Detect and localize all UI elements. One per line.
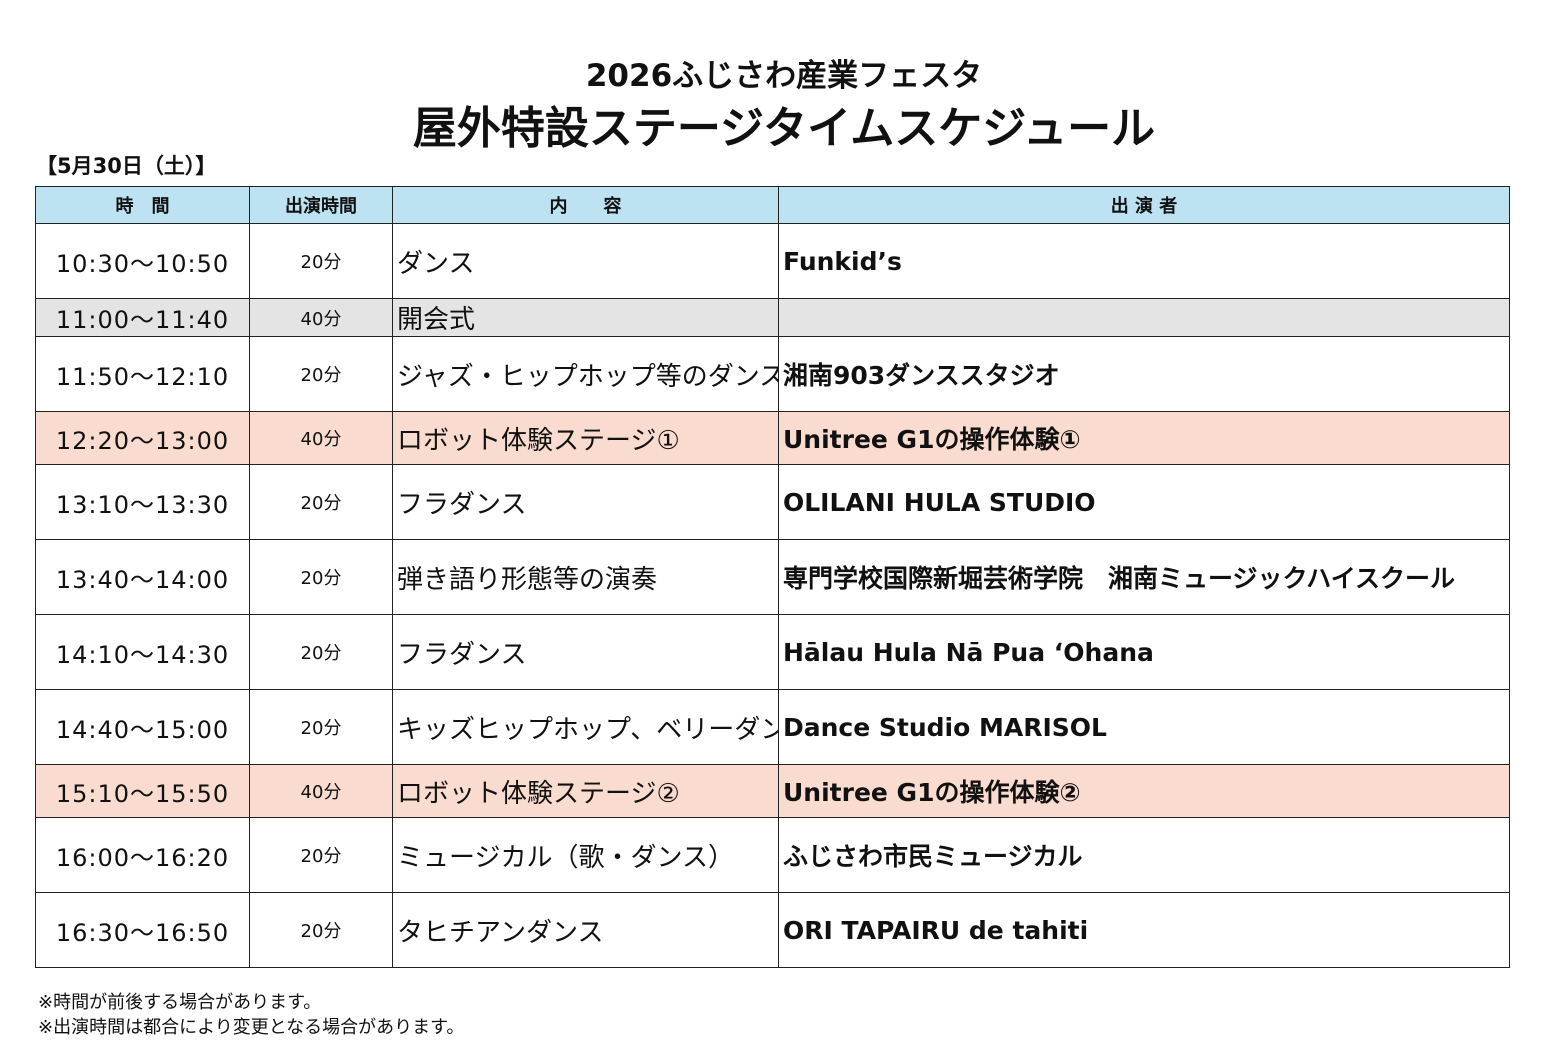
table-row: 16:30～16:50 20分 タヒチアンダンス ORI TAPAIRU de tah… bbox=[35, 892, 1510, 968]
table-row: 10:30～10:50 20分 ダンス Funkid’s bbox=[35, 223, 1510, 299]
table-cell: 20分 bbox=[249, 817, 393, 893]
table-cell: ロボット体験ステージ① bbox=[392, 411, 779, 465]
column-header: 出 演 者 bbox=[778, 186, 1510, 224]
table-cell: 16:30～16:50 bbox=[35, 892, 250, 968]
table-cell: 40分 bbox=[249, 298, 393, 337]
table-cell: フラダンス bbox=[392, 464, 779, 540]
column-header: 出演時間 bbox=[249, 186, 393, 224]
table-cell: 20分 bbox=[249, 539, 393, 615]
table-cell: 13:10～13:30 bbox=[35, 464, 250, 540]
table-cell: 11:50～12:10 bbox=[35, 336, 250, 412]
table-cell: 10:30～10:50 bbox=[35, 223, 250, 299]
table-cell: 湘南903ダンススタジオ bbox=[778, 336, 1510, 412]
note: ※時間が前後する場合があります。 bbox=[38, 992, 322, 1013]
table-cell: 20分 bbox=[249, 464, 393, 540]
header-row: 時 間出演時間内 容出 演 者 bbox=[35, 186, 1510, 224]
table-row: 11:00～11:40 40分 開会式 bbox=[35, 298, 1510, 337]
table-cell: Hālau Hula Nā Pua ʻOhana bbox=[778, 614, 1510, 690]
table-row: 15:10～15:50 40分 ロボット体験ステージ② Unitree G1の操作体験… bbox=[35, 764, 1510, 818]
table-cell: 14:10～14:30 bbox=[35, 614, 250, 690]
table-cell: 20分 bbox=[249, 689, 393, 765]
table-cell: 弾き語り形態等の演奏 bbox=[392, 539, 779, 615]
notes: ※時間が前後する場合があります。 ※出演時間は都合により変更となる場合があります。 bbox=[38, 990, 464, 1040]
table-cell: Dance Studio MARISOL bbox=[778, 689, 1510, 765]
table-cell: ミュージカル（歌・ダンス） bbox=[392, 817, 779, 893]
column-header: 時 間 bbox=[35, 186, 250, 224]
table-cell: 20分 bbox=[249, 892, 393, 968]
table-cell: 12:20～13:00 bbox=[35, 411, 250, 465]
table-row: 12:20～13:00 40分 ロボット体験ステージ① Unitree G1の操作体験… bbox=[35, 411, 1510, 465]
table-cell: Unitree G1の操作体験① bbox=[778, 411, 1510, 465]
table-row: 13:10～13:30 20分 フラダンス OLILANI HULA STUDIO bbox=[35, 464, 1510, 540]
table-cell: 15:10～15:50 bbox=[35, 764, 250, 818]
table-cell: Funkid’s bbox=[778, 223, 1510, 299]
table-cell: 開会式 bbox=[392, 298, 779, 337]
table-cell: ダンス bbox=[392, 223, 779, 299]
table-cell: 40分 bbox=[249, 411, 393, 465]
table-cell: 20分 bbox=[249, 223, 393, 299]
note: ※出演時間は都合により変更となる場合があります。 bbox=[38, 1017, 465, 1038]
table-cell: ふじさわ市民ミュージカル bbox=[778, 817, 1510, 893]
schedule-table: 時 間出演時間内 容出 演 者 10:30～10:50 20分 ダンス Funkid’… bbox=[35, 186, 1510, 968]
table-cell: 20分 bbox=[249, 614, 393, 690]
column-header: 内 容 bbox=[392, 186, 779, 224]
table-cell: ロボット体験ステージ② bbox=[392, 764, 779, 818]
table-cell: 16:00～16:20 bbox=[35, 817, 250, 893]
table-cell: ORI TAPAIRU de tahiti bbox=[778, 892, 1510, 968]
table-cell: 11:00～11:40 bbox=[35, 298, 250, 337]
table-row: 16:00～16:20 20分 ミュージカル（歌・ダンス） ふじさわ市民ミュージカル bbox=[35, 817, 1510, 893]
table-cell: 14:40～15:00 bbox=[35, 689, 250, 765]
table-cell: 専門学校国際新堀芸術学院 湘南ミュージックハイスクール bbox=[778, 539, 1510, 615]
table-row: 14:10～14:30 20分 フラダンス Hālau Hula Nā Pua ʻOh… bbox=[35, 614, 1510, 690]
table-cell: 20分 bbox=[249, 336, 393, 412]
table-row: 14:40～15:00 20分 キッズヒップホップ、ベリーダンス Dance Stud… bbox=[35, 689, 1510, 765]
table-cell bbox=[778, 298, 1510, 337]
date-label: 【5月30日（土）】 bbox=[36, 154, 217, 178]
table-cell: フラダンス bbox=[392, 614, 779, 690]
table-row: 11:50～12:10 20分 ジャズ・ヒップホップ等のダンス 湘南903ダンススタジ… bbox=[35, 336, 1510, 412]
table-cell: ジャズ・ヒップホップ等のダンス bbox=[392, 336, 779, 412]
table-row: 13:40～14:00 20分 弾き語り形態等の演奏 専門学校国際新堀芸術学院 湘南ミ… bbox=[35, 539, 1510, 615]
table-cell: 13:40～14:00 bbox=[35, 539, 250, 615]
title: 屋外特設ステージタイムスケジュール bbox=[412, 103, 1156, 154]
table-cell: 40分 bbox=[249, 764, 393, 818]
table-cell: キッズヒップホップ、ベリーダンス bbox=[392, 689, 779, 765]
subtitle: 2026ふじさわ産業フェスタ bbox=[585, 58, 983, 94]
table-cell: OLILANI HULA STUDIO bbox=[778, 464, 1510, 540]
table-cell: タヒチアンダンス bbox=[392, 892, 779, 968]
table-cell: Unitree G1の操作体験② bbox=[778, 764, 1510, 818]
